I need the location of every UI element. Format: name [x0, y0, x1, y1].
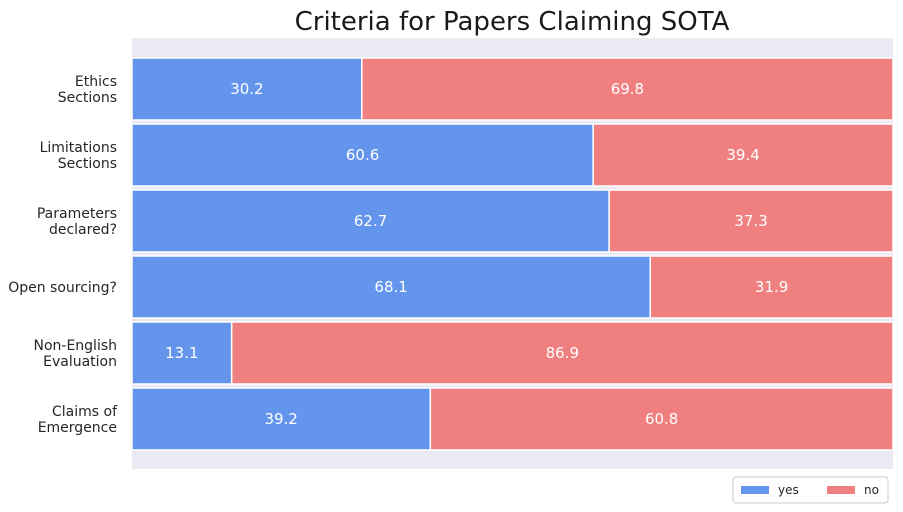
category-label-0: Ethics Sections [58, 74, 117, 106]
bar-no-4 [230, 321, 894, 385]
data-label-yes-4: 13.1 [165, 344, 198, 362]
data-label-no-1: 39.4 [726, 146, 759, 164]
bar-no-3 [649, 255, 894, 319]
legend-swatch-yes [741, 486, 769, 494]
data-label-yes-2: 62.7 [354, 212, 387, 230]
data-label-yes-1: 60.6 [346, 146, 379, 164]
chart-title: Criteria for Papers Claiming SOTA [295, 7, 730, 37]
data-label-yes-5: 39.2 [264, 410, 297, 428]
bar-no-2 [608, 189, 894, 253]
bar-no-0 [361, 57, 894, 121]
bar-no-1 [592, 123, 894, 187]
bar-yes-4 [131, 321, 233, 385]
category-label-1: Limitations Sections [40, 140, 117, 172]
legend-box [732, 476, 889, 504]
legend-label-yes: yes [778, 483, 799, 497]
legend-label-no: no [864, 483, 879, 497]
category-label-5: Claims of Emergence [38, 404, 118, 436]
bar-yes-5 [131, 387, 432, 451]
bars-group: 30.2 69.8 60.6 39.4 62.7 37.3 68.1 31.9 13.1 86.9… [131, 57, 894, 451]
bar-no-5 [429, 387, 894, 451]
data-label-no-2: 37.3 [734, 212, 767, 230]
legend: yes no [732, 476, 889, 504]
data-label-yes-0: 30.2 [230, 80, 263, 98]
category-labels: Ethics Sections Limitations Sections Paramet… [8, 74, 118, 436]
category-label-4: Non-English Evaluation [33, 338, 117, 370]
data-label-no-3: 31.9 [755, 278, 788, 296]
legend-swatch-no [827, 486, 855, 494]
data-label-no-4: 86.9 [546, 344, 579, 362]
category-label-3: Open sourcing? [8, 280, 117, 296]
bar-yes-1 [131, 123, 594, 187]
data-label-no-0: 69.8 [611, 80, 644, 98]
bar-yes-3 [131, 255, 651, 319]
category-label-2: Parameters declared? [37, 206, 117, 238]
bar-yes-0 [131, 57, 363, 121]
data-label-no-5: 60.8 [645, 410, 678, 428]
data-label-yes-3: 68.1 [374, 278, 407, 296]
